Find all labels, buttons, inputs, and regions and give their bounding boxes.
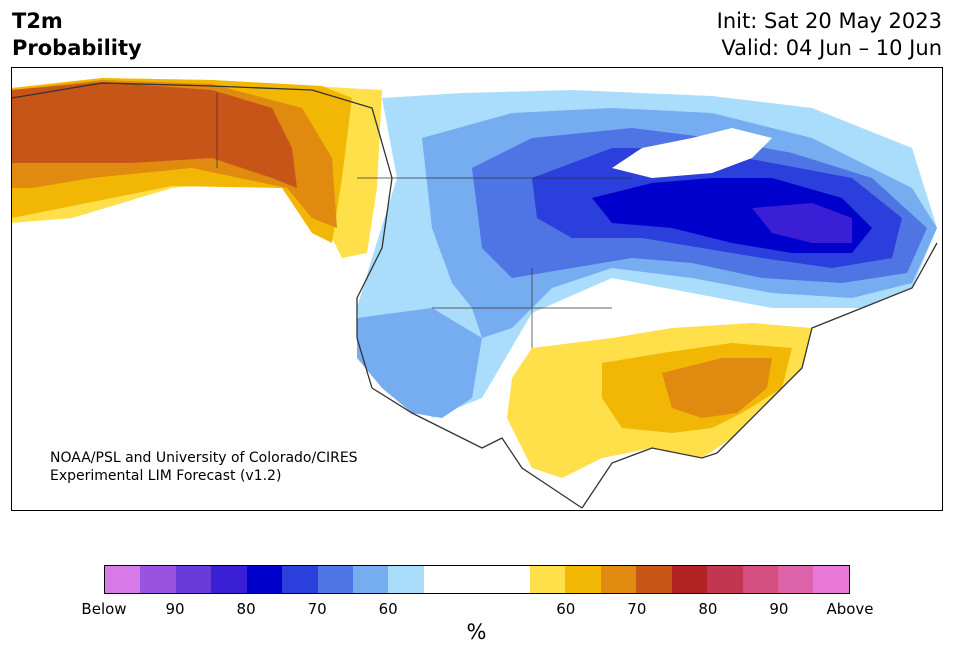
colorbar-tick-label: 80: [698, 600, 718, 618]
colorbar-segment: [494, 566, 531, 593]
valid-date: Valid: 04 Jun – 10 Jun: [721, 36, 942, 60]
map-canvas: [12, 78, 938, 509]
border-outline: [216, 93, 632, 348]
colorbar-segment: [565, 566, 601, 593]
colorbar-tick-label: Below: [81, 600, 127, 618]
colorbar-segment: [211, 566, 247, 593]
colorbar-tick-label: 60: [556, 600, 576, 618]
colorbar-segment: [778, 566, 814, 593]
hudson-bay: [612, 128, 772, 178]
colorbar-segment: [352, 566, 389, 593]
colorbar-segment: [140, 566, 176, 593]
colorbar-segment: [175, 566, 212, 593]
init-date: Init: Sat 20 May 2023: [716, 9, 942, 33]
colorbar-segment: [105, 566, 141, 593]
forecast-dates: Init: Sat 20 May 2023 Valid: 04 Jun – 10…: [717, 8, 942, 62]
colorbar-tick-label: 90: [769, 600, 789, 618]
colorbar-tick-label: 70: [627, 600, 647, 618]
colorbar-tick-label: Above: [826, 600, 874, 618]
colorbar-segment: [707, 566, 743, 593]
title-line-2: Probability: [12, 36, 142, 60]
colorbar-segment: [317, 566, 353, 593]
warm-70-southeast-region: [662, 358, 772, 418]
colorbar-segment: [671, 566, 708, 593]
map-credit: NOAA/PSL and University of Colorado/CIRE…: [50, 449, 358, 485]
title-line-1: T2m: [12, 9, 63, 33]
colorbar-segment: [813, 566, 849, 593]
cold-western-us-region: [357, 308, 482, 418]
colorbar-segment: [246, 566, 283, 593]
credit-line-1: NOAA/PSL and University of Colorado/CIRE…: [50, 450, 358, 466]
colorbar-tick-label: 70: [307, 600, 327, 618]
colorbar-ticks: Below 90 80 70 60 60 70 80 90 Above: [81, 600, 873, 618]
colorbar-units: %: [466, 620, 487, 644]
colorbar-segment: [423, 566, 460, 593]
warm-75-alaska-region: [12, 82, 297, 188]
colorbar-segment: [530, 566, 566, 593]
colorbar-segment: [600, 566, 637, 593]
credit-line-2: Experimental LIM Forecast (v1.2): [50, 468, 282, 484]
colorbar-segment: [636, 566, 672, 593]
cold-90-region: [752, 203, 852, 243]
colorbar-tick-label: 90: [165, 600, 185, 618]
colorbar-tick-label: 80: [236, 600, 256, 618]
probability-colorbar: [104, 565, 850, 594]
map-title: T2m Probability: [12, 8, 142, 62]
coastline-outline: [12, 82, 938, 509]
colorbar-segment: [459, 566, 495, 593]
colorbar-segment: [388, 566, 424, 593]
forecast-map: NOAA/PSL and University of Colorado/CIRE…: [11, 67, 943, 511]
colorbar-tick-label: 60: [378, 600, 398, 618]
colorbar-segment: [742, 566, 779, 593]
colorbar-segment: [282, 566, 318, 593]
